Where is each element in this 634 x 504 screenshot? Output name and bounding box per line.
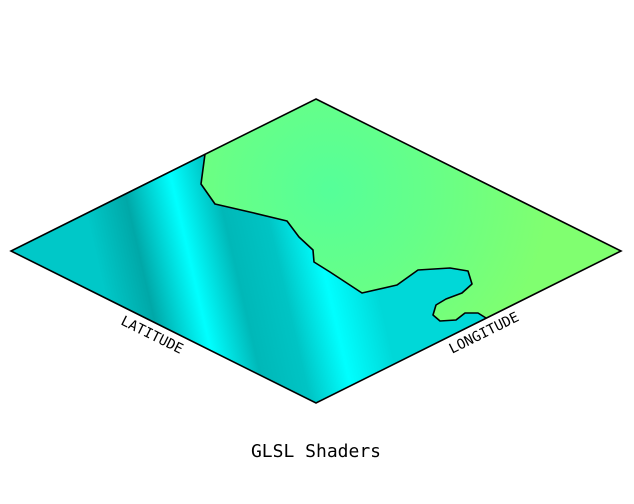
caption-title: GLSL Shaders	[251, 441, 381, 462]
land-region	[201, 99, 621, 321]
map-plane	[11, 99, 621, 403]
coastline	[200, 153, 487, 322]
map-plane-border	[9, 98, 623, 404]
